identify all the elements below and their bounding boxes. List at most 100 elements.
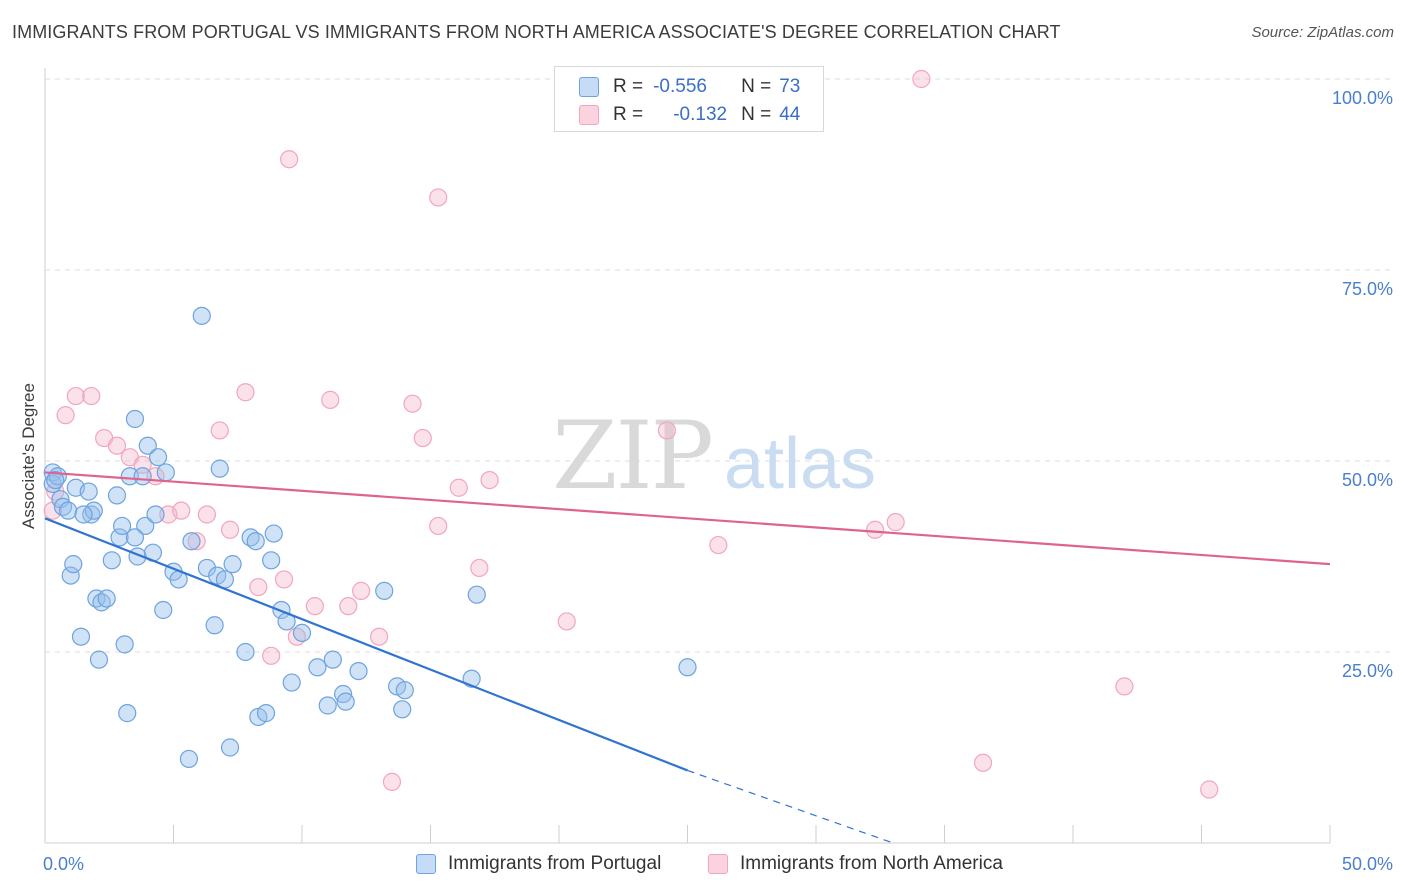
point-portugal bbox=[292, 623, 312, 643]
point-north-america bbox=[352, 581, 371, 600]
point-north-america bbox=[280, 150, 299, 169]
point-portugal bbox=[79, 482, 98, 501]
point-portugal bbox=[192, 306, 211, 325]
point-portugal bbox=[264, 524, 283, 543]
legend-r-value: -0.556 bbox=[653, 76, 707, 97]
point-portugal bbox=[107, 486, 127, 505]
point-portugal bbox=[282, 673, 301, 692]
y-tick-label: 100.0% bbox=[1332, 88, 1393, 108]
point-portugal bbox=[125, 528, 145, 547]
point-portugal bbox=[74, 505, 93, 524]
point-north-america bbox=[321, 390, 340, 409]
point-portugal bbox=[59, 501, 78, 520]
legend-n-label: N = bbox=[741, 104, 772, 125]
point-portugal bbox=[112, 516, 132, 536]
point-portugal bbox=[136, 516, 155, 536]
point-portugal bbox=[179, 749, 199, 769]
watermark: ZIP atlas bbox=[552, 402, 876, 511]
chart-title: IMMIGRANTS FROM PORTUGAL VS IMMIGRANTS F… bbox=[12, 22, 1061, 42]
point-portugal bbox=[678, 658, 697, 677]
point-portugal bbox=[308, 658, 327, 677]
grid-lines bbox=[45, 78, 1392, 653]
point-portugal bbox=[236, 642, 255, 662]
point-portugal bbox=[210, 459, 229, 478]
point-portugal bbox=[349, 661, 368, 681]
point-north-america bbox=[82, 386, 101, 406]
y-tick-label: 50.0% bbox=[1342, 470, 1393, 490]
point-portugal bbox=[125, 409, 145, 429]
trend-line-portugal bbox=[44, 517, 688, 772]
point-north-america bbox=[107, 436, 127, 455]
legend-r-label: R = bbox=[613, 104, 644, 125]
point-portugal bbox=[148, 448, 168, 467]
point-portugal bbox=[395, 681, 414, 700]
point-portugal bbox=[375, 581, 394, 600]
point-portugal bbox=[133, 467, 152, 486]
point-portugal bbox=[318, 696, 337, 715]
bottom-legend-swatch-blue bbox=[416, 854, 436, 874]
point-portugal bbox=[84, 501, 103, 520]
point-portugal bbox=[262, 551, 281, 570]
point-north-america bbox=[449, 478, 468, 497]
bottom-legend-label-portugal: Immigrants from Portugal bbox=[448, 853, 662, 874]
watermark-atlas: atlas bbox=[724, 424, 876, 504]
bottom-legend-swatch-pink bbox=[708, 854, 728, 874]
legend-n-value: 44 bbox=[779, 104, 801, 125]
legend-r-label: R = bbox=[613, 76, 644, 97]
watermark-zip: ZIP bbox=[552, 402, 712, 511]
x-tick-label-min: 0.0% bbox=[43, 854, 84, 874]
point-north-america bbox=[236, 383, 255, 402]
point-portugal bbox=[220, 738, 240, 757]
point-portugal bbox=[323, 650, 342, 669]
point-north-america bbox=[274, 570, 294, 589]
point-north-america bbox=[657, 421, 677, 440]
point-north-america bbox=[470, 558, 489, 578]
point-north-america bbox=[886, 513, 905, 532]
tick-labels: 25.0% 50.0% 75.0% 100.0% 0.0% 50.0% bbox=[43, 88, 1393, 874]
point-portugal bbox=[118, 704, 137, 723]
point-portugal bbox=[156, 463, 175, 482]
series-portugal-points bbox=[43, 306, 697, 769]
point-portugal bbox=[138, 436, 157, 455]
point-north-america bbox=[709, 535, 728, 555]
point-north-america bbox=[262, 646, 281, 665]
stats-legend: R = -0.556 N = 73 R = -0.132 N = 44 bbox=[554, 66, 824, 132]
bottom-legend-label-north-america: Immigrants from North America bbox=[740, 853, 1003, 874]
point-portugal bbox=[197, 558, 217, 578]
point-north-america bbox=[912, 69, 931, 89]
point-portugal bbox=[102, 551, 121, 570]
point-north-america bbox=[480, 471, 499, 490]
trend-lines bbox=[44, 471, 1331, 844]
x-tick-label-max: 50.0% bbox=[1342, 854, 1393, 874]
point-portugal bbox=[97, 589, 116, 608]
point-north-america bbox=[56, 406, 75, 425]
point-north-america bbox=[973, 753, 993, 772]
point-portugal bbox=[61, 566, 80, 585]
legend-row-portugal: R = -0.556 N = 73 bbox=[579, 73, 800, 101]
point-portugal bbox=[182, 532, 201, 551]
legend-swatch-pink bbox=[579, 105, 599, 125]
bottom-legend-north-america: Immigrants from North America bbox=[708, 851, 1003, 877]
point-portugal bbox=[115, 635, 134, 654]
point-portugal bbox=[223, 555, 242, 574]
legend-r-value: -0.132 bbox=[673, 104, 728, 125]
legend-n-value: 73 bbox=[779, 76, 801, 97]
legend-swatch-blue bbox=[579, 77, 599, 97]
point-north-america bbox=[210, 421, 229, 440]
y-axis-label: Associate's Degree bbox=[19, 383, 38, 529]
trend-line-portugal-extension bbox=[687, 769, 894, 844]
point-north-america bbox=[66, 386, 85, 406]
legend-row-north-america: R = -0.132 N = 44 bbox=[579, 101, 800, 129]
point-north-america bbox=[370, 627, 389, 646]
point-north-america bbox=[1200, 780, 1219, 799]
point-portugal bbox=[215, 570, 234, 589]
point-portugal bbox=[120, 467, 139, 486]
point-north-america bbox=[403, 394, 422, 413]
point-north-america bbox=[1115, 677, 1134, 696]
point-north-america bbox=[413, 428, 432, 448]
point-portugal bbox=[89, 650, 109, 669]
point-north-america bbox=[339, 597, 358, 616]
point-north-america bbox=[557, 612, 576, 631]
point-north-america bbox=[197, 505, 217, 524]
